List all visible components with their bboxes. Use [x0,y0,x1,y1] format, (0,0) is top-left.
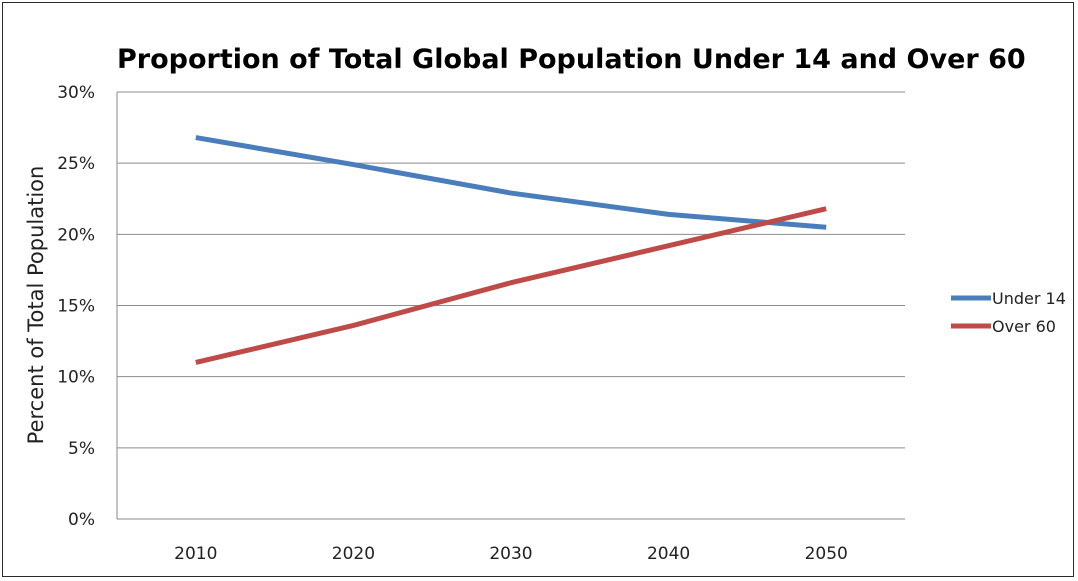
legend-label: Under 14 [992,289,1066,308]
y-tick-label: 10% [57,368,95,388]
x-tick-label: 2050 [805,544,848,564]
x-tick-label: 2030 [489,544,532,564]
series-lines [195,135,827,365]
y-tick-label: 5% [68,439,95,459]
legend: Under 14 Over 60 [951,289,1066,336]
x-tick-labels: 2010 2020 2030 2040 2050 [174,544,848,564]
x-tick-label: 2020 [332,544,375,564]
series-line-over-60 [195,206,827,365]
legend-label: Over 60 [992,317,1056,336]
y-tick-label: 25% [57,154,95,174]
chart-title: Proportion of Total Global Population Un… [117,44,1026,75]
y-tick-labels: 0% 5% 10% 15% 20% 25% 30% [57,83,95,530]
y-tick-label: 30% [57,83,95,103]
series-line-under-14 [195,135,827,230]
x-tick-label: 2040 [647,544,690,564]
y-tick-label: 0% [68,510,95,530]
x-tick-label: 2010 [174,544,217,564]
y-tick-label: 20% [57,225,95,245]
y-axis-label: Percent of Total Population [24,166,48,445]
y-tick-label: 15% [57,297,95,317]
gridlines [116,91,905,520]
